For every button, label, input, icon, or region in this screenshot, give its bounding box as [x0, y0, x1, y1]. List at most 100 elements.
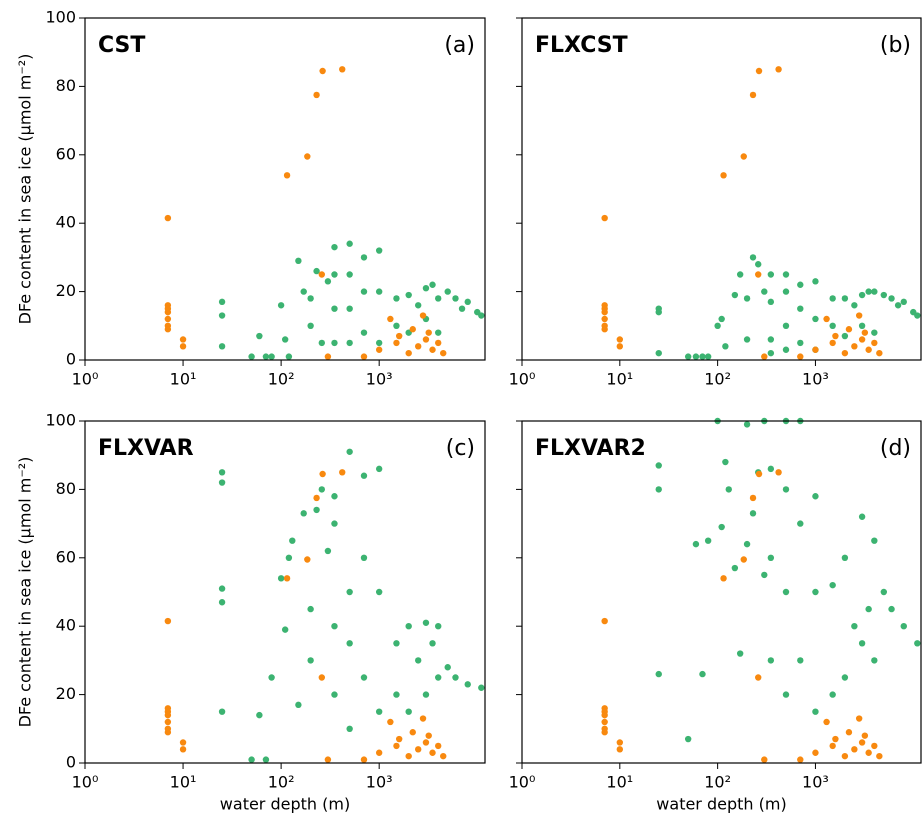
data-point	[307, 657, 314, 664]
data-point	[812, 708, 819, 715]
data-point	[393, 339, 400, 347]
x-tick-label: 10²	[268, 370, 295, 389]
data-point	[452, 674, 459, 681]
data-point	[164, 214, 172, 222]
data-point	[871, 657, 878, 664]
data-point	[761, 756, 768, 763]
y-tick-label: 100	[45, 8, 76, 27]
data-point	[740, 556, 747, 563]
data-point	[414, 746, 422, 753]
data-point	[829, 691, 836, 698]
data-point	[871, 329, 878, 336]
data-point	[268, 674, 275, 681]
data-point	[414, 657, 422, 664]
data-point	[684, 735, 692, 743]
data-point	[422, 739, 430, 746]
data-point	[164, 617, 172, 625]
data-point	[865, 288, 872, 295]
y-tick-label: 0	[66, 753, 76, 772]
data-point	[861, 732, 869, 739]
data-point	[393, 295, 400, 302]
data-point	[871, 339, 878, 347]
data-point	[655, 670, 662, 678]
data-point	[435, 674, 442, 681]
data-point	[829, 742, 836, 750]
data-point	[218, 585, 226, 592]
data-point	[692, 353, 700, 360]
data-point	[256, 711, 263, 719]
data-point	[797, 520, 804, 527]
data-point	[375, 749, 383, 756]
data-point	[360, 254, 368, 261]
data-point	[331, 339, 338, 347]
data-point	[782, 322, 790, 329]
data-point	[876, 349, 883, 357]
data-point	[281, 626, 289, 633]
data-point	[865, 346, 872, 353]
y-axis-label: DFe content in sea ice (μmol m⁻²)	[16, 457, 35, 728]
data-point	[422, 284, 430, 292]
panel-label: (c)	[446, 436, 475, 461]
data-point	[851, 746, 858, 753]
panel-title: FLXVAR2	[535, 436, 646, 461]
data-point	[832, 332, 839, 340]
data-point	[718, 315, 725, 323]
data-point	[704, 537, 712, 544]
data-point	[855, 312, 863, 319]
axes-frame	[521, 17, 922, 361]
x-axis-label: water depth (m)	[220, 795, 350, 814]
data-point	[601, 729, 608, 736]
data-point	[841, 349, 849, 357]
data-point	[375, 708, 383, 715]
data-point	[393, 322, 400, 329]
panel-label: (b)	[880, 33, 911, 58]
data-point	[841, 554, 849, 561]
data-point	[900, 298, 907, 306]
panel-title: FLXCST	[535, 33, 628, 58]
data-point	[283, 172, 291, 179]
data-point	[307, 322, 314, 329]
data-point	[851, 623, 858, 630]
data-point	[601, 326, 608, 333]
x-tick-label: 10⁰	[72, 773, 99, 792]
data-point	[740, 153, 747, 160]
data-point	[858, 739, 866, 746]
data-point	[704, 353, 712, 360]
data-point	[375, 288, 383, 295]
data-point	[731, 291, 739, 299]
data-point	[655, 486, 662, 493]
data-point	[755, 67, 763, 75]
data-point	[164, 308, 172, 316]
data-point	[435, 742, 442, 750]
data-point	[755, 470, 763, 478]
data-point	[409, 326, 416, 333]
data-point	[164, 729, 172, 736]
data-point	[313, 494, 320, 502]
data-point	[823, 315, 830, 323]
data-point	[692, 540, 700, 548]
data-point	[331, 623, 338, 630]
data-point	[720, 575, 727, 582]
x-tick-label: 10³	[802, 773, 829, 792]
data-point	[285, 353, 293, 360]
data-point	[435, 623, 442, 630]
data-point	[425, 329, 432, 336]
data-point	[767, 336, 775, 343]
data-point	[346, 240, 353, 247]
data-point	[876, 752, 883, 760]
data-point	[300, 288, 307, 295]
data-point	[318, 339, 326, 347]
data-point	[346, 725, 353, 732]
data-point	[248, 756, 255, 763]
data-point	[743, 295, 751, 302]
data-point	[393, 640, 400, 647]
axes-frame	[84, 420, 486, 764]
x-tick-label: 10²	[268, 773, 295, 792]
data-point	[478, 684, 485, 691]
data-point	[405, 623, 412, 630]
data-point	[871, 288, 878, 295]
data-point	[409, 729, 416, 736]
data-point	[616, 336, 624, 343]
data-point	[829, 322, 836, 329]
data-point	[601, 718, 608, 726]
